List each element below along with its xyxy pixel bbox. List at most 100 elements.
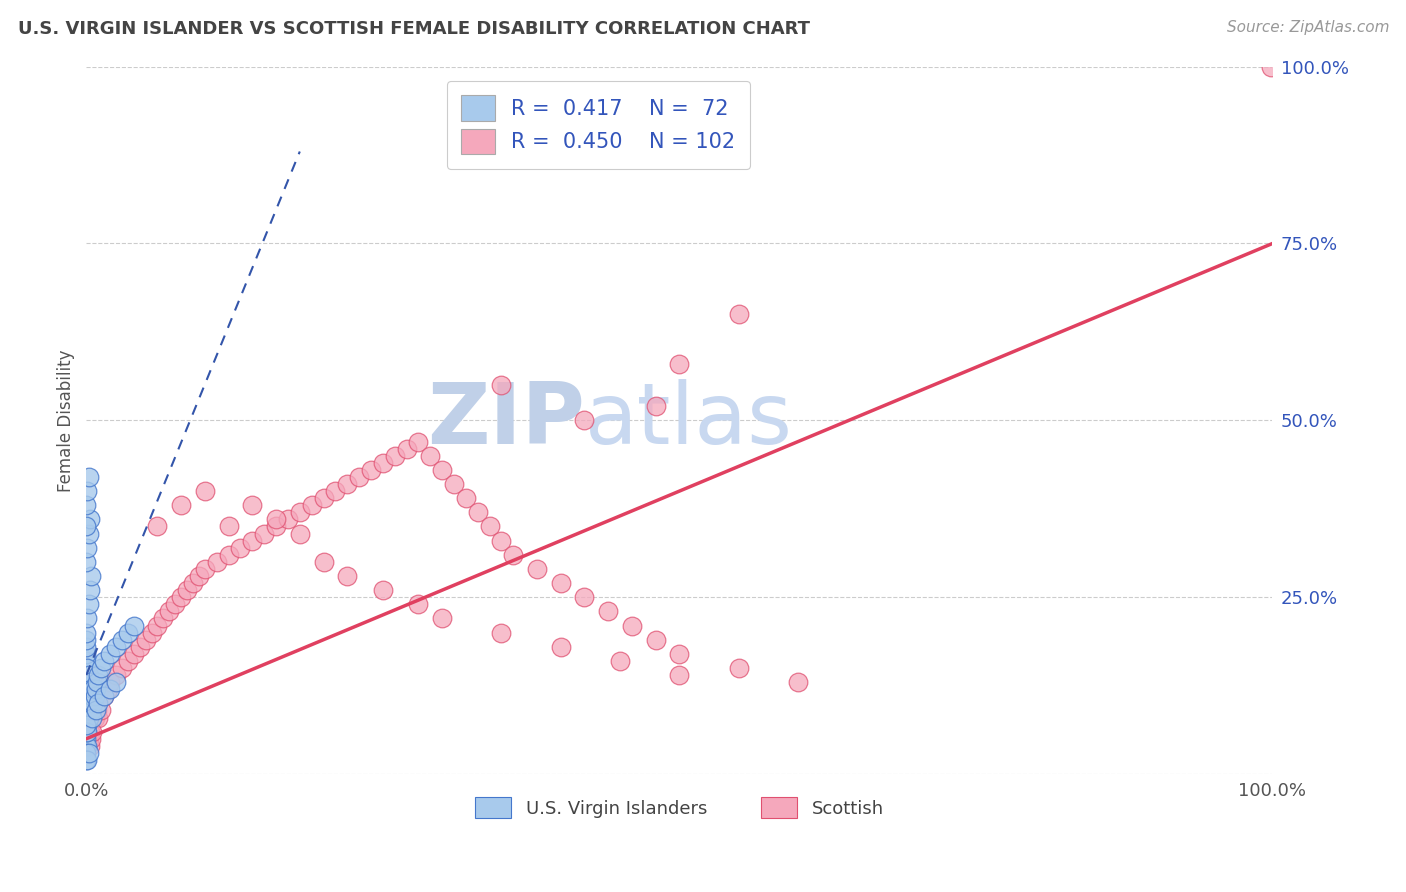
Point [84, 697, 107, 711]
Point [98, 675, 121, 690]
Point [240, 498, 263, 512]
Point [117, 654, 139, 668]
Point [668, 647, 690, 661]
Point [84, 682, 107, 697]
Point [644, 399, 666, 413]
Point [86, 675, 108, 690]
Point [76, 739, 98, 753]
Point [146, 618, 169, 632]
Point [360, 463, 382, 477]
Point [75, 555, 97, 569]
Point [218, 548, 240, 562]
Point [87, 697, 110, 711]
Point [79, 583, 101, 598]
Point [384, 449, 406, 463]
Point [98, 647, 121, 661]
Point [75, 625, 97, 640]
Point [75, 724, 97, 739]
Point [76, 717, 98, 731]
Point [188, 569, 211, 583]
Point [181, 576, 204, 591]
Point [77, 710, 100, 724]
Point [76, 611, 98, 625]
Point [98, 682, 121, 697]
Point [79, 724, 101, 739]
Point [77, 731, 100, 746]
Point [598, 604, 620, 618]
Point [111, 632, 134, 647]
Point [75, 675, 97, 690]
Point [76, 739, 98, 753]
Point [620, 618, 643, 632]
Point [408, 597, 430, 611]
Point [371, 456, 394, 470]
Point [76, 724, 98, 739]
Point [75, 753, 97, 767]
Point [75, 710, 97, 724]
Point [264, 519, 287, 533]
Point [79, 739, 101, 753]
Point [75, 731, 97, 746]
Point [194, 484, 217, 499]
Point [76, 661, 98, 675]
Point [491, 533, 513, 548]
Point [644, 632, 666, 647]
Point [135, 632, 157, 647]
Point [77, 526, 100, 541]
Point [82, 710, 104, 724]
Point [288, 526, 311, 541]
Point [79, 690, 101, 704]
Point [75, 697, 97, 711]
Point [82, 690, 104, 704]
Point [76, 703, 98, 717]
Point [93, 690, 115, 704]
Point [454, 491, 477, 506]
Point [82, 710, 104, 724]
Point [336, 569, 359, 583]
Point [104, 640, 127, 654]
Point [79, 675, 101, 690]
Point [75, 710, 97, 724]
Point [75, 654, 97, 668]
Point [502, 548, 524, 562]
Point [301, 498, 323, 512]
Point [478, 519, 501, 533]
Point [75, 724, 97, 739]
Point [83, 690, 105, 704]
Point [75, 717, 97, 731]
Point [668, 357, 690, 371]
Legend: U.S. Virgin Islanders, Scottish: U.S. Virgin Islanders, Scottish [468, 790, 891, 825]
Text: U.S. VIRGIN ISLANDER VS SCOTTISH FEMALE DISABILITY CORRELATION CHART: U.S. VIRGIN ISLANDER VS SCOTTISH FEMALE … [18, 20, 810, 37]
Point [76, 753, 98, 767]
Point [229, 541, 252, 555]
Point [97, 682, 120, 697]
Point [93, 654, 115, 668]
Point [75, 632, 97, 647]
Point [609, 654, 631, 668]
Point [165, 597, 187, 611]
Point [312, 491, 335, 506]
Point [727, 661, 749, 675]
Point [82, 682, 104, 697]
Point [75, 717, 97, 731]
Point [312, 555, 335, 569]
Point [117, 625, 139, 640]
Point [77, 668, 100, 682]
Point [170, 591, 193, 605]
Point [77, 682, 100, 697]
Point [395, 442, 418, 456]
Point [75, 519, 97, 533]
Point [80, 697, 103, 711]
Point [526, 562, 548, 576]
Point [82, 703, 104, 717]
Text: ZIP: ZIP [427, 379, 585, 462]
Point [218, 519, 240, 533]
Point [76, 675, 98, 690]
Point [550, 576, 572, 591]
Point [79, 682, 101, 697]
Point [104, 668, 127, 682]
Point [1260, 60, 1282, 74]
Point [76, 484, 98, 499]
Point [75, 668, 97, 682]
Point [80, 569, 103, 583]
